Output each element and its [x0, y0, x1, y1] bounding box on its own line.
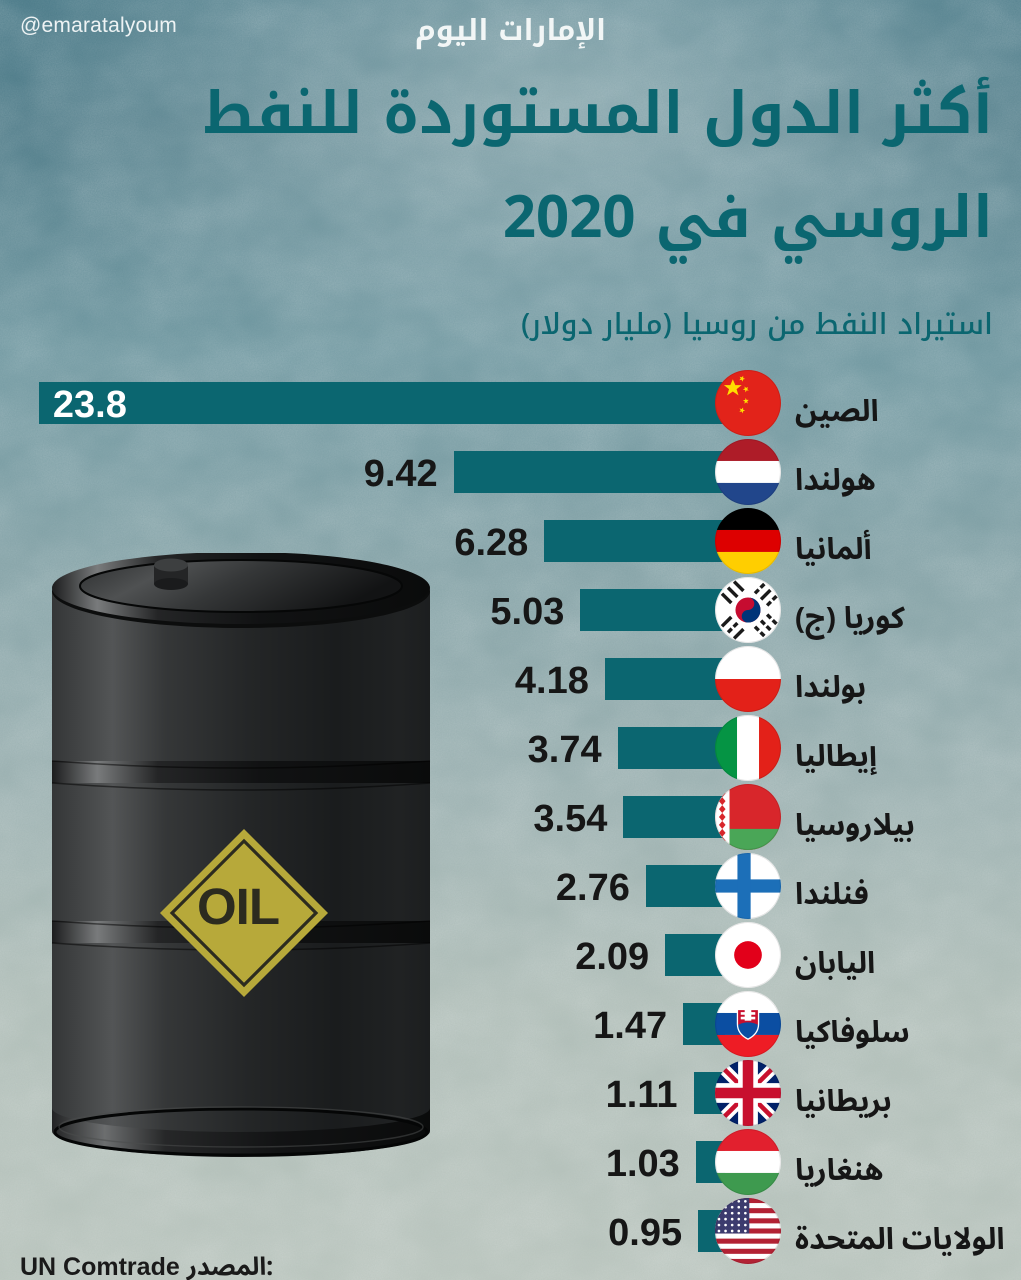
- svg-text:OIL: OIL: [197, 878, 279, 935]
